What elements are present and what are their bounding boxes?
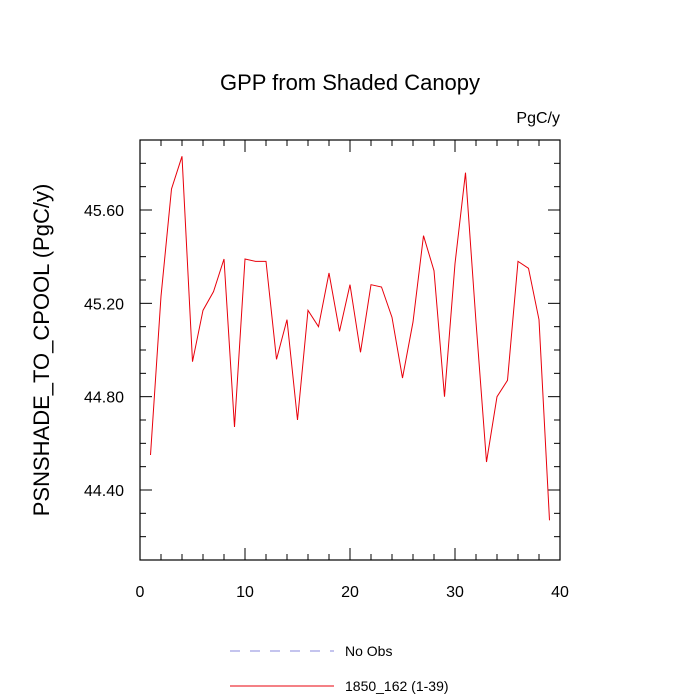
x-tick-label: 40 (551, 584, 569, 601)
y-tick-label: 44.40 (84, 483, 124, 500)
x-tick-label: 0 (136, 584, 145, 601)
legend-label: 1850_162 (1-39) (345, 678, 449, 694)
x-tick-label: 20 (341, 584, 359, 601)
y-tick-label: 44.80 (84, 390, 124, 407)
y-tick-label: 45.20 (84, 296, 124, 313)
chart-title: GPP from Shaded Canopy (220, 70, 480, 95)
plot-frame (139, 139, 561, 561)
axis-ticks: 0 10 20 30 40 44.40 44.80 45.20 45.60 (84, 139, 569, 601)
x-tick-label: 30 (446, 584, 464, 601)
legend: No Obs 1850_162 (1-39) (230, 643, 449, 694)
legend-label: No Obs (345, 643, 392, 659)
series-line (150, 156, 550, 521)
y-axis-label: PSNSHADE_TO_CPOOL (PgC/y) (29, 184, 54, 517)
units-label: PgC/y (516, 110, 560, 127)
plot-lines (150, 156, 550, 521)
y-tick-label: 45.60 (84, 203, 124, 220)
x-tick-label: 10 (236, 584, 254, 601)
